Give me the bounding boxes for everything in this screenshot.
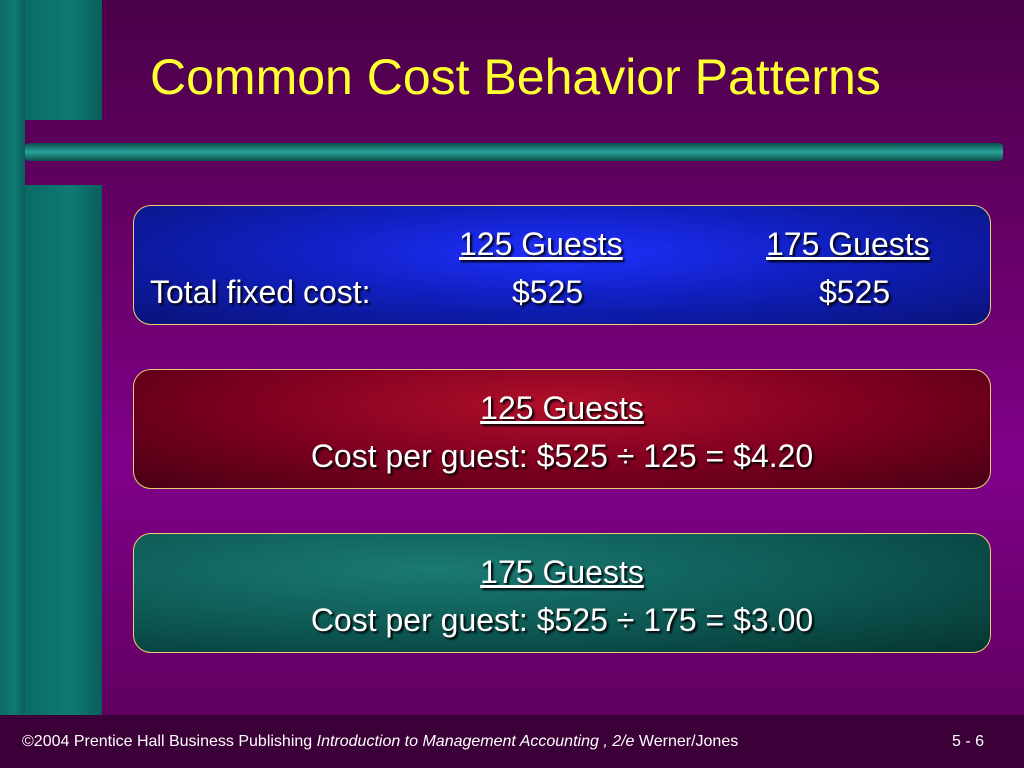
slide-title: Common Cost Behavior Patterns	[150, 49, 881, 105]
side-bar	[25, 0, 102, 120]
box-heading: 175 Guests	[480, 554, 644, 590]
cell: $525	[819, 274, 891, 310]
box-line: Cost per guest: $525 ÷ 125 = $4.20	[310, 438, 814, 474]
book-title: Introduction to Management Accounting , …	[316, 733, 635, 750]
per-guest-box: 125 Guests Cost per guest: $525 ÷ 125 = …	[133, 369, 991, 489]
per-guest-box: 175 Guests Cost per guest: $525 ÷ 175 = …	[133, 533, 991, 653]
rule	[25, 143, 1003, 161]
side-bar	[25, 185, 102, 715]
row-label: Total fixed cost:	[150, 274, 371, 310]
box-heading: 125 Guests	[480, 390, 644, 426]
copyright: ©2004 Prentice Hall Business Publishing	[22, 733, 313, 750]
fixed-cost-box: 125 Guests 175 Guests Total fixed cost: …	[133, 205, 991, 325]
box-line: Cost per guest: $525 ÷ 175 = $3.00	[310, 602, 814, 638]
side-bar	[0, 0, 25, 715]
column-header: 125 Guests	[459, 226, 623, 262]
cell: $525	[512, 274, 584, 310]
page-number: 5 - 6	[952, 733, 985, 750]
authors: Werner/Jones	[638, 733, 739, 750]
column-header: 175 Guests	[766, 226, 930, 262]
footer: ©2004 Prentice Hall Business Publishing …	[0, 715, 1024, 768]
